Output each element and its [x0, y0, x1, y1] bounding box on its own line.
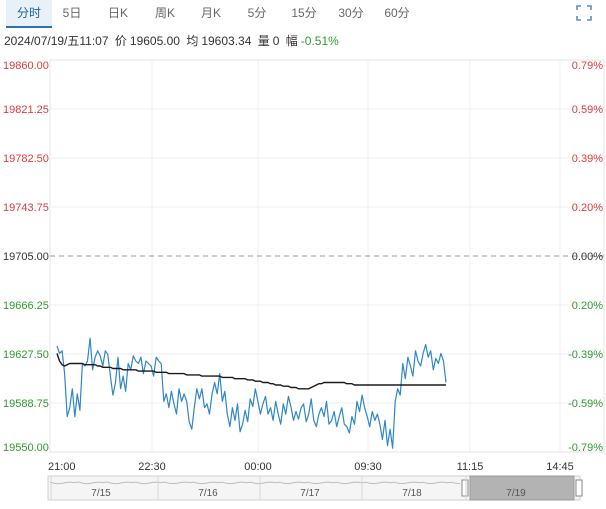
tab-4[interactable]: 月K [200, 6, 221, 20]
x-tick-label: 11:15 [457, 461, 484, 473]
y-tick-label: 19782.50 [3, 153, 49, 165]
volume-label: 量 [257, 34, 270, 48]
intraday-chart[interactable]: 19860.00 0.79% 19821.25 0.59% 19782.50 0.39% 1… [0, 52, 606, 504]
change-value: -0.51% [300, 34, 339, 48]
tab-6[interactable]: 15分 [291, 6, 317, 20]
tab-5[interactable]: 5分 [247, 6, 267, 20]
price-line [56, 337, 447, 449]
navigator-day-label: 7/15 [91, 488, 111, 499]
pct-tick-label: 0.20% [572, 202, 603, 214]
volume-value: 0 [272, 34, 280, 48]
y-tick-label: 19588.75 [3, 398, 49, 410]
change-label: 幅 [285, 34, 298, 48]
x-tick-label: 21:00 [48, 461, 76, 473]
navigator-day-label: 7/16 [198, 488, 218, 499]
pct-tick-label: 0.39% [572, 153, 603, 165]
y-tick-label: 19705.00 [3, 251, 49, 263]
pct-tick-label: 0.79% [572, 60, 603, 72]
tab-3[interactable]: 周K [154, 6, 175, 20]
navigator-selection[interactable] [469, 475, 575, 501]
pct-tick-label: -0.39% [568, 349, 603, 361]
pct-tick-label: -0.59% [568, 398, 603, 410]
y-tick-label: 19743.75 [3, 202, 49, 214]
quote-datetime: 2024/07/19/五11:07 [4, 34, 109, 48]
y-tick-label: 19860.00 [3, 60, 49, 72]
x-tick-label: 09:30 [354, 461, 382, 473]
navigator-right-handle[interactable] [575, 479, 583, 497]
pct-tick-label: 0.20% [572, 300, 603, 312]
avg-value: 19603.34 [201, 34, 252, 48]
navigator-waveform [49, 481, 461, 485]
y-tick-label: 19666.25 [3, 300, 49, 312]
expand-icon[interactable] [576, 5, 592, 21]
y-tick-label: 19550.00 [3, 442, 49, 454]
pct-tick-label: -0.79% [568, 442, 603, 454]
navigator-day-label: 7/19 [506, 488, 526, 499]
price-label: 价 [114, 34, 127, 48]
period-tabs: 分时 5日 日K 周K 月K 5分 15分 30分 60分 [0, 0, 606, 28]
navigator-day-label: 7/18 [402, 488, 422, 499]
tab-7[interactable]: 30分 [338, 6, 364, 20]
pct-tick-label: 0.59% [572, 104, 603, 116]
x-tick-label: 00:00 [244, 461, 272, 473]
tab-2[interactable]: 日K [107, 6, 128, 20]
avg-label: 均 [186, 34, 199, 48]
x-tick-label: 22:30 [138, 461, 166, 473]
tab-8[interactable]: 60分 [384, 6, 410, 20]
navigator-day-label: 7/17 [300, 488, 320, 499]
y-tick-label: 19627.50 [3, 349, 49, 361]
chart-svg[interactable]: 19860.00 0.79% 19821.25 0.59% 19782.50 0.39% 1… [0, 52, 606, 504]
y-tick-label: 19821.25 [3, 104, 49, 116]
tab-1[interactable]: 5日 [62, 6, 82, 20]
navigator-left-handle[interactable] [461, 479, 469, 497]
price-value: 19605.00 [129, 34, 180, 48]
avg-line [56, 353, 446, 390]
pct-tick-label: 0.00% [572, 251, 603, 263]
tab-0[interactable]: 分时 [6, 0, 52, 28]
x-tick-label: 14:45 [546, 461, 574, 473]
